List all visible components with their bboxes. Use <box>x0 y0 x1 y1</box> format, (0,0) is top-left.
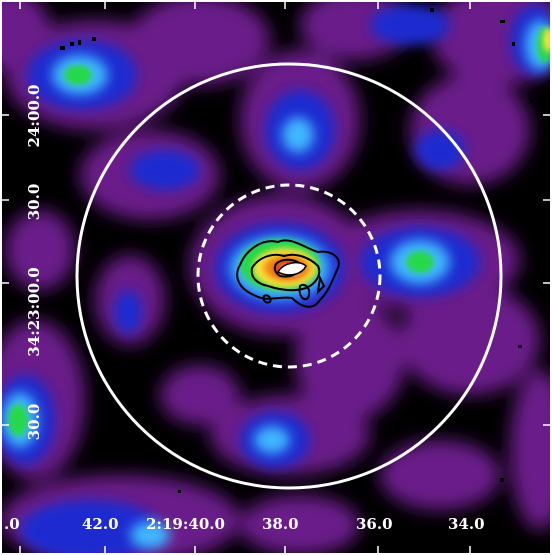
x-tick-label: 36.0 <box>356 515 393 533</box>
y-tick-label: 30.0 <box>25 184 43 221</box>
outer-aperture-circle <box>75 62 503 490</box>
x-tick-label: 42.0 <box>82 515 119 533</box>
y-tick-label: 34:23:00.0 <box>25 267 43 356</box>
y-tick-label: 30.0 <box>25 404 43 441</box>
x-axis-labels: .0 42.0 2:19:40.0 38.0 36.0 34.0 <box>4 515 485 533</box>
x-tick-label: .0 <box>4 515 20 533</box>
x-tick-label: 38.0 <box>262 515 299 533</box>
x-tick-label: 2:19:40.0 <box>146 515 225 533</box>
y-axis-labels: 24:00.0 30.0 34:23:00.0 30.0 <box>25 85 43 441</box>
x-tick-label: 34.0 <box>448 515 485 533</box>
inner-aperture-circle <box>196 183 382 369</box>
noise-speckles <box>60 8 533 493</box>
peak-contour <box>276 261 307 276</box>
y-tick-label: 24:00.0 <box>25 85 43 148</box>
